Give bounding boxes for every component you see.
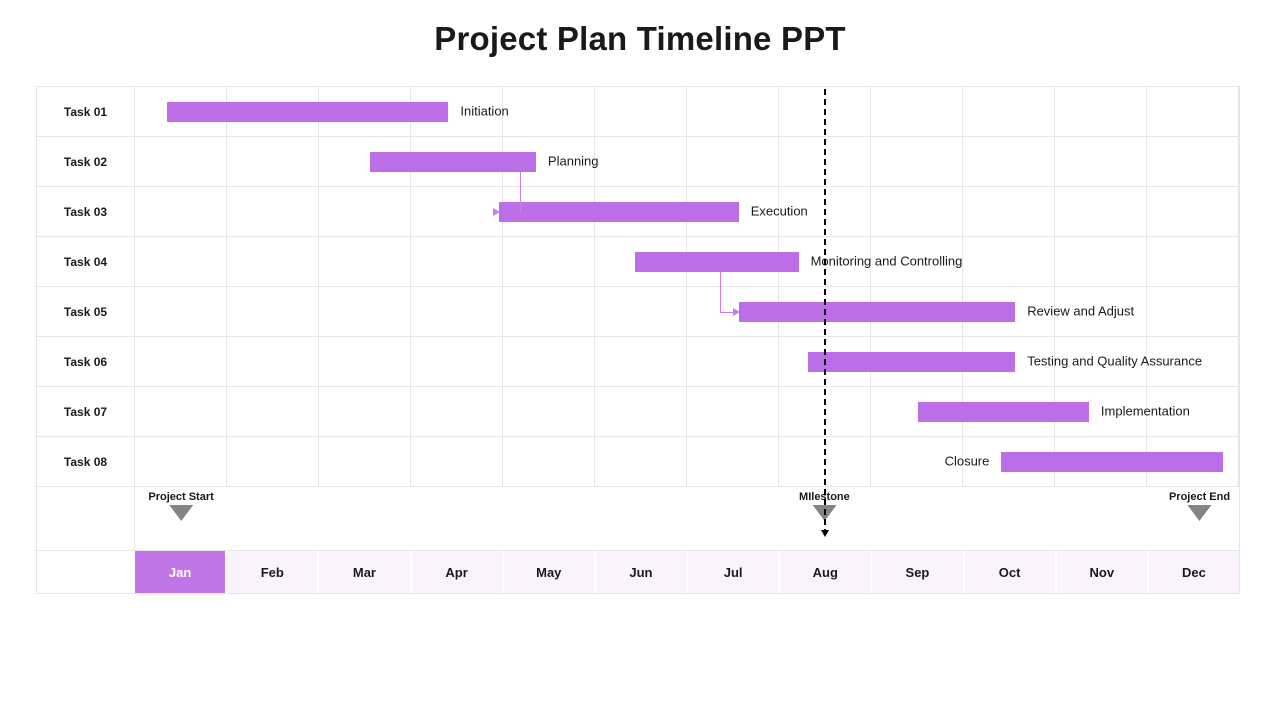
milestone-row: Project Start MIlestone Project End: [37, 487, 1239, 551]
task-id-label: Task 06: [37, 337, 135, 386]
task-row-cells: Monitoring and Controlling: [135, 237, 1239, 286]
milestone-marker: MIlestone: [799, 491, 850, 521]
month-cell: Dec: [1149, 551, 1239, 593]
chevron-down-icon: [812, 505, 836, 521]
month-cell: May: [504, 551, 596, 593]
gantt-bar: [918, 402, 1089, 422]
month-cell: Sep: [872, 551, 964, 593]
chevron-down-icon: [169, 505, 193, 521]
task-row: Task 01 Initiation: [37, 87, 1239, 137]
gantt-bar-label: Monitoring and Controlling: [811, 254, 1069, 269]
connector-arrow-icon: [733, 308, 740, 316]
gantt-bar-label: Execution: [751, 204, 889, 219]
task-row-cells: Closure: [135, 437, 1239, 486]
milestone-marker: Project Start: [148, 491, 213, 521]
gantt-bar-label: Closure: [945, 454, 990, 469]
gantt-chart: Task 01 Initiation Task 02 Planning Task 03 E…: [36, 86, 1240, 594]
gantt-bar-label: Review and Adjust: [1027, 304, 1230, 319]
gantt-bar-label: Initiation: [460, 104, 598, 119]
task-row: Task 08 Closure: [37, 437, 1239, 487]
task-id-label: Task 04: [37, 237, 135, 286]
month-cell: Nov: [1057, 551, 1149, 593]
task-row: Task 02 Planning: [37, 137, 1239, 187]
gantt-bar: [808, 352, 1015, 372]
month-cell: Feb: [227, 551, 319, 593]
month-cell: Jun: [596, 551, 688, 593]
task-id-label: Task 07: [37, 387, 135, 436]
task-id-label: Task 05: [37, 287, 135, 336]
milestone-label: MIlestone: [799, 491, 850, 503]
gantt-bar-label: Planning: [548, 154, 677, 169]
gantt-bar: [739, 302, 1016, 322]
task-row-cells: Review and Adjust: [135, 287, 1239, 336]
task-id-label: Task 01: [37, 87, 135, 136]
task-id-label: Task 03: [37, 187, 135, 236]
milestone-label: Project End: [1169, 491, 1230, 503]
month-cell: Jul: [688, 551, 780, 593]
month-cell: Apr: [412, 551, 504, 593]
chevron-down-icon: [1188, 505, 1212, 521]
connector-arrow-icon: [493, 208, 500, 216]
task-row-cells: Initiation: [135, 87, 1239, 136]
task-row: Task 03 Execution: [37, 187, 1239, 237]
month-cell: Mar: [319, 551, 411, 593]
gantt-bar: [499, 202, 739, 222]
gantt-bar: [1001, 452, 1222, 472]
task-id-label: Task 08: [37, 437, 135, 486]
task-row: Task 06 Testing and Quality Assurance: [37, 337, 1239, 387]
month-cell: Oct: [965, 551, 1057, 593]
task-row-cells: Implementation: [135, 387, 1239, 436]
gantt-bar-label: Testing and Quality Assurance: [1027, 354, 1211, 369]
milestone-marker: Project End: [1169, 491, 1230, 521]
page-title: Project Plan Timeline PPT: [36, 20, 1244, 58]
gantt-bar: [370, 152, 536, 172]
milestone-label: Project Start: [148, 491, 213, 503]
task-row: Task 05 Review and Adjust: [37, 287, 1239, 337]
month-cell: Jan: [135, 551, 227, 593]
gantt-bar-label: Implementation: [1101, 404, 1276, 419]
task-row-cells: Execution: [135, 187, 1239, 236]
month-cell: Aug: [780, 551, 872, 593]
task-id-label: Task 02: [37, 137, 135, 186]
task-row-cells: Testing and Quality Assurance: [135, 337, 1239, 386]
task-row: Task 07Implementation: [37, 387, 1239, 437]
gantt-bar: [635, 252, 799, 272]
task-row: Task 04 Monitoring and Controlling: [37, 237, 1239, 287]
month-row: JanFebMarAprMayJunJulAugSepOctNovDec: [37, 551, 1239, 593]
task-row-cells: Planning: [135, 137, 1239, 186]
gantt-bar: [167, 102, 448, 122]
